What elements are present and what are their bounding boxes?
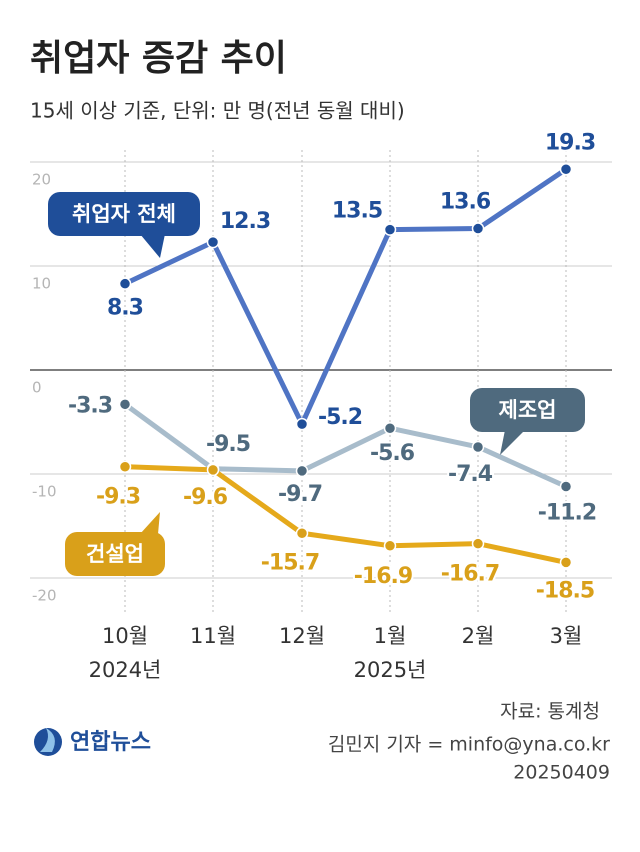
logo-text: 연합뉴스 (70, 729, 151, 755)
logo-icon (34, 728, 62, 756)
legend-label: 건설업 (86, 542, 144, 566)
date: 20250409 (513, 762, 610, 784)
data-point (383, 421, 397, 435)
credit: 김민지 기자 = minfo@yna.co.kr (328, 734, 610, 756)
y-tick-label: 20 (32, 171, 51, 189)
legend-box (470, 388, 585, 432)
source: 자료: 통계청 (500, 701, 600, 723)
x-tick-label: 12월 (279, 624, 325, 648)
data-label: -5.2 (318, 405, 362, 430)
series-line (123, 402, 568, 489)
data-label: -11.2 (538, 500, 596, 525)
series-line (124, 464, 567, 565)
legend-tail (140, 234, 165, 258)
y-tick-label: 10 (32, 275, 51, 293)
data-point (559, 556, 573, 569)
data-point (118, 460, 132, 473)
data-point (295, 464, 309, 478)
data-point (206, 235, 220, 249)
data-point (471, 222, 485, 235)
x-tick-label: 10월 (102, 624, 148, 648)
data-label: 19.3 (545, 130, 595, 155)
year-label: 2024년 (89, 658, 162, 682)
year-label: 2025년 (354, 658, 427, 682)
chart-subtitle: 15세 이상 기준, 단위: 만 명(전년 동월 대비) (30, 99, 405, 123)
data-label: 12.3 (220, 209, 270, 234)
data-point (383, 223, 397, 236)
legend-box (65, 532, 165, 576)
y-tick-label: 0 (32, 379, 42, 397)
data-point (118, 398, 132, 411)
legend-box (48, 192, 200, 236)
data-point (206, 463, 220, 477)
data-point (295, 527, 309, 540)
data-label: -7.4 (448, 462, 493, 487)
data-point (383, 539, 397, 553)
legend-tail (140, 512, 160, 534)
data-label: -3.3 (68, 393, 112, 418)
data-label: -18.5 (536, 578, 594, 603)
x-tick-label: 1월 (374, 624, 407, 648)
data-label: -16.7 (441, 562, 499, 587)
data-label: -9.6 (183, 485, 228, 510)
data-point (118, 277, 132, 290)
legend-tail (500, 430, 525, 455)
data-point (559, 163, 573, 176)
legend-label: 취업자 전체 (72, 202, 176, 226)
data-label: -16.9 (354, 564, 412, 589)
data-point (471, 537, 485, 550)
x-tick-label: 3월 (550, 624, 583, 648)
y-tick-label: -20 (32, 587, 57, 605)
data-label: 13.6 (440, 190, 491, 215)
y-tick-label: -10 (32, 483, 57, 501)
data-label: -9.5 (206, 432, 250, 457)
data-label: 8.3 (107, 296, 143, 321)
data-point (559, 480, 573, 493)
data-label: -9.3 (96, 485, 140, 510)
chart-title: 취업자 증감 추이 (30, 38, 287, 79)
data-point (471, 440, 485, 454)
data-label: -15.7 (261, 550, 319, 575)
data-label: 13.5 (332, 199, 382, 224)
x-tick-label: 11월 (190, 624, 236, 648)
x-tick-label: 2월 (462, 624, 495, 648)
data-label: -5.6 (370, 441, 415, 466)
legend-label: 제조업 (499, 398, 557, 422)
data-label: -9.7 (278, 482, 322, 507)
data-point (295, 417, 309, 431)
series-line (123, 167, 568, 427)
